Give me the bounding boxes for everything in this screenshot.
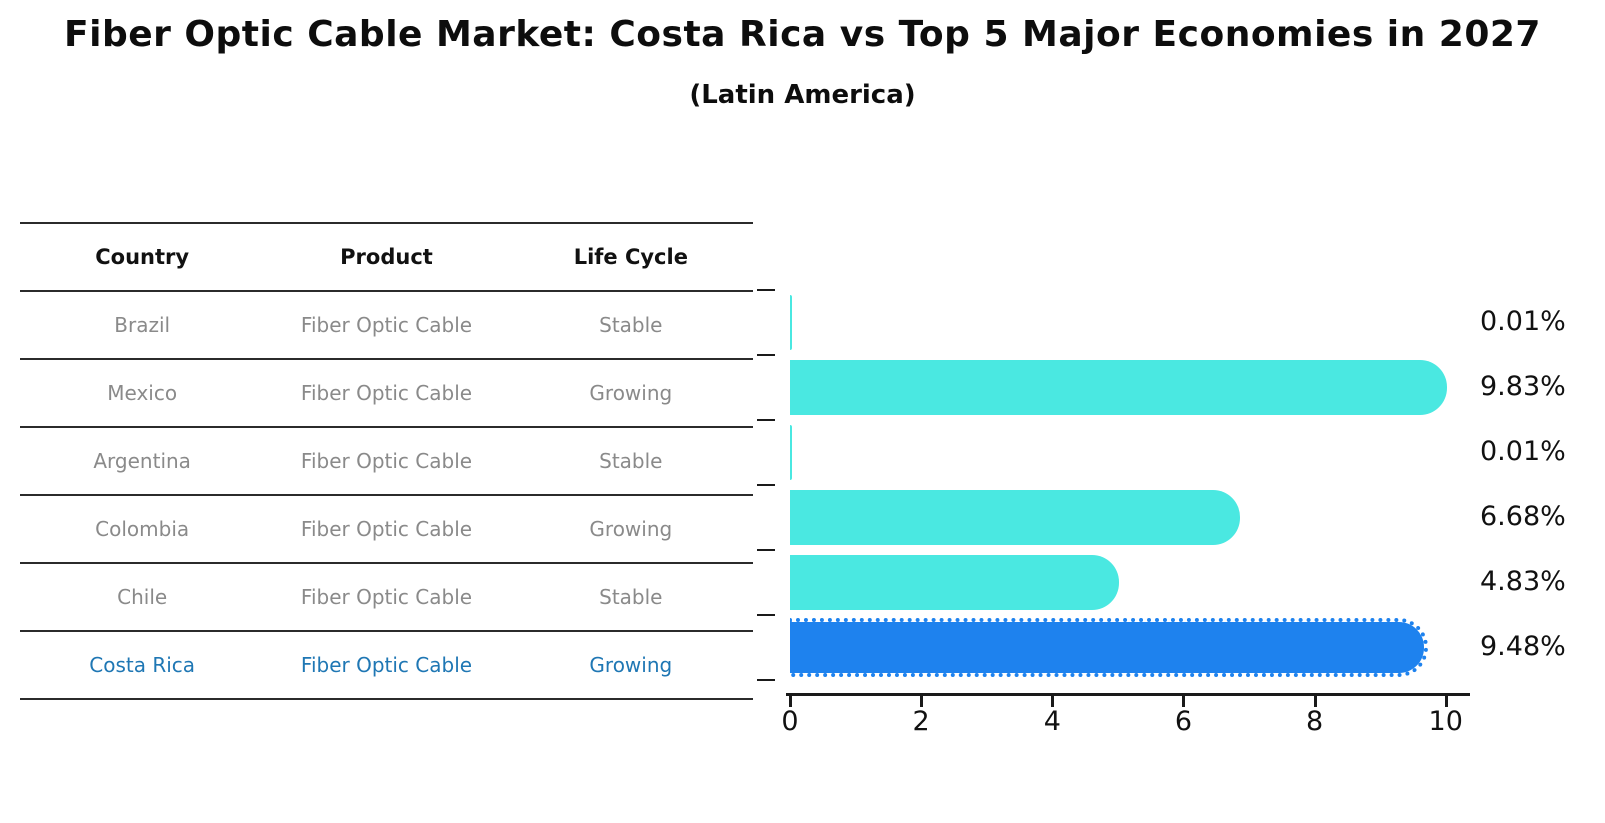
bar-brazil [790, 295, 792, 350]
y-axis-tick [757, 614, 775, 616]
bar-value-label: 9.83% [1480, 371, 1566, 402]
table-row: Mexico Fiber Optic Cable Growing [20, 360, 753, 428]
bar-colombia [790, 490, 1240, 545]
chart-title: Fiber Optic Cable Market: Costa Rica vs … [64, 14, 1541, 55]
column-header-life-cycle: Life Cycle [573, 245, 688, 269]
x-axis-tick [1313, 696, 1317, 707]
x-axis-tick [1051, 696, 1055, 707]
x-axis-tick-label: 8 [1305, 706, 1324, 737]
bar-costa-rica [790, 618, 1428, 677]
cell-country: Colombia [95, 517, 190, 541]
y-axis-tick [757, 484, 775, 486]
bar-chile [790, 555, 1119, 610]
bar-argentina [790, 425, 792, 480]
cell-life-cycle: Stable [599, 449, 663, 473]
cell-product: Fiber Optic Cable [300, 653, 473, 677]
x-axis-tick-label: 4 [1043, 706, 1061, 737]
y-axis-tick [757, 289, 775, 291]
x-axis-tick-label: 6 [1174, 706, 1193, 737]
x-axis-tick [1444, 696, 1448, 707]
cell-country: Costa Rica [89, 653, 196, 677]
cell-product: Fiber Optic Cable [300, 313, 473, 337]
cell-product: Fiber Optic Cable [300, 449, 473, 473]
column-header-product: Product [340, 245, 433, 269]
cell-life-cycle: Stable [599, 313, 663, 337]
bar-value-label: 6.68% [1480, 501, 1566, 532]
x-axis-tick-label: 10 [1428, 706, 1463, 737]
cell-product: Fiber Optic Cable [300, 517, 473, 541]
y-axis-tick [757, 679, 775, 681]
chart-subtitle: (Latin America) [689, 80, 916, 110]
y-axis-tick [757, 419, 775, 421]
x-axis-tick-label: 2 [912, 706, 930, 737]
country-table: Country Product Life Cycle Brazil Fiber … [20, 222, 753, 700]
x-axis-line [786, 693, 1470, 696]
x-axis-tick [789, 696, 792, 707]
column-header-country: Country [95, 245, 190, 269]
cell-life-cycle: Growing [589, 517, 673, 541]
bar-value-label: 0.01% [1480, 436, 1566, 467]
table-row: Argentina Fiber Optic Cable Stable [20, 428, 753, 496]
bar-value-label: 0.01% [1480, 306, 1566, 337]
x-axis-tick-label: 0 [781, 706, 799, 737]
cell-country: Mexico [107, 381, 178, 405]
cell-life-cycle: Growing [589, 381, 673, 405]
cell-product: Fiber Optic Cable [300, 381, 473, 405]
table-row-costa-rica: Costa Rica Fiber Optic Cable Growing [20, 632, 753, 700]
cell-country: Argentina [93, 449, 191, 473]
cell-country: Chile [117, 585, 168, 609]
y-axis-tick [757, 354, 775, 356]
y-axis-tick [757, 549, 775, 551]
cell-product: Fiber Optic Cable [300, 585, 473, 609]
table-row: Brazil Fiber Optic Cable Stable [20, 292, 753, 360]
x-axis-tick [920, 696, 924, 707]
table-row: Colombia Fiber Optic Cable Growing [20, 496, 753, 564]
x-axis-tick [1182, 696, 1186, 707]
bar-value-label: 9.48% [1480, 631, 1566, 662]
cell-life-cycle: Stable [599, 585, 663, 609]
cell-life-cycle: Growing [589, 653, 673, 677]
bar-chart-plot-area: 0.01% 9.83% 0.01% 6.68% 4.83% 9.48% [757, 289, 1566, 681]
bar-value-label: 4.83% [1480, 566, 1566, 597]
cell-country: Brazil [114, 313, 171, 337]
bar-mexico [790, 360, 1447, 415]
table-row: Chile Fiber Optic Cable Stable [20, 564, 753, 632]
table-header-row: Country Product Life Cycle [20, 224, 753, 292]
